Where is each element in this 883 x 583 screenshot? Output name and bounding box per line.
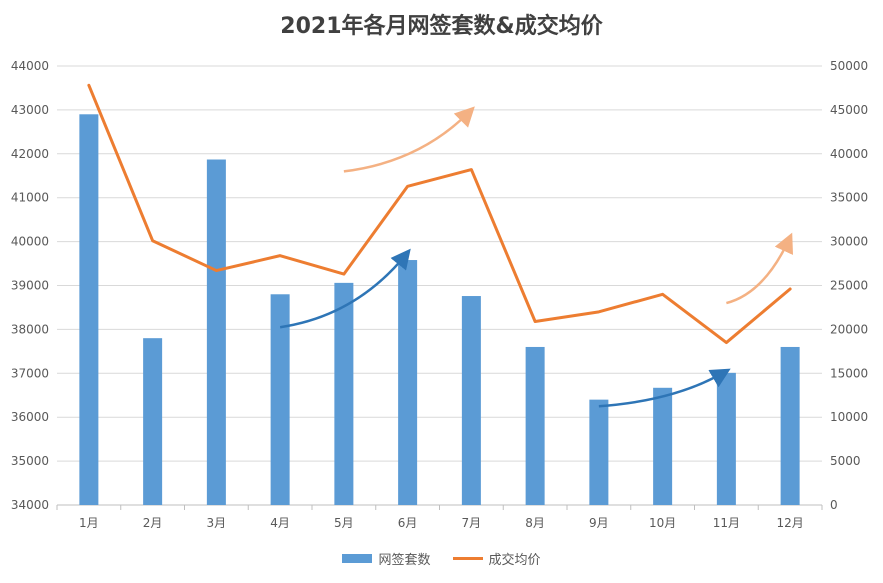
- right-tick-label: 30000: [830, 235, 868, 249]
- right-tick-label: 10000: [830, 410, 868, 424]
- chart-title: 2021年各月网签套数&成交均价: [280, 14, 603, 39]
- bar: [206, 159, 226, 505]
- left-tick-label: 43000: [11, 103, 49, 117]
- line-layer: [87, 83, 792, 345]
- right-tick-label: 35000: [830, 191, 868, 205]
- bar: [525, 346, 545, 505]
- left-tick-label: 35000: [11, 454, 49, 468]
- grid-layer: [56, 65, 823, 510]
- ticks-layer: 34000 35000 36000 37000 38000 39000 40000 41000…: [11, 59, 868, 530]
- right-tick-label: 45000: [830, 103, 868, 117]
- right-tick-label: 15000: [830, 366, 868, 380]
- trend-arrow: [279, 248, 411, 329]
- x-tick-label: 10月: [649, 516, 676, 530]
- bar: [589, 399, 609, 505]
- bar: [143, 338, 163, 505]
- legend-label-line: 成交均价: [488, 553, 541, 568]
- left-tick-label: 41000: [11, 191, 49, 205]
- right-tick-label: 20000: [830, 322, 868, 336]
- trend-arrow: [343, 106, 475, 173]
- x-tick-label: 2月: [143, 516, 163, 530]
- x-tick-label: 9月: [589, 516, 609, 530]
- x-tick-label: 5月: [334, 516, 354, 530]
- trend-arrow: [598, 368, 731, 408]
- x-tick-label: 3月: [207, 516, 227, 530]
- right-tick-label: 40000: [830, 147, 868, 161]
- left-tick-label: 34000: [11, 498, 49, 512]
- bar: [461, 296, 481, 505]
- bar: [653, 387, 673, 505]
- legend-item-line[interactable]: 成交均价: [452, 549, 541, 568]
- left-tick-label: 40000: [11, 235, 49, 249]
- price-line: [87, 83, 792, 345]
- right-tick-label: 0: [830, 498, 838, 512]
- bar: [270, 294, 290, 505]
- left-tick-label: 36000: [11, 410, 49, 424]
- left-tick-label: 44000: [11, 59, 49, 73]
- arrows-layer: [279, 106, 794, 408]
- x-tick-label: 12月: [776, 516, 803, 530]
- right-tick-label: 5000: [830, 454, 861, 468]
- left-tick-label: 39000: [11, 279, 49, 293]
- right-tick-label: 25000: [830, 279, 868, 293]
- legend-label-bars: 网签套数: [378, 553, 431, 568]
- legend: 网签套数 成交均价: [0, 549, 883, 568]
- left-tick-label: 37000: [11, 366, 49, 380]
- left-tick-label: 38000: [11, 322, 49, 336]
- legend-swatch-line: [452, 557, 483, 560]
- x-tick-label: 7月: [462, 516, 482, 530]
- x-tick-label: 8月: [525, 516, 545, 530]
- legend-item-bars[interactable]: 网签套数: [342, 549, 431, 568]
- bar: [334, 282, 354, 505]
- right-tick-label: 50000: [830, 59, 868, 73]
- left-tick-label: 42000: [11, 147, 49, 161]
- trend-arrow: [726, 232, 794, 305]
- bar: [780, 346, 800, 505]
- bar: [398, 260, 418, 505]
- bar: [716, 372, 736, 505]
- x-tick-label: 4月: [270, 516, 290, 530]
- x-tick-label: 1月: [79, 516, 99, 530]
- bar: [79, 114, 99, 505]
- x-tick-label: 11月: [713, 516, 740, 530]
- legend-swatch-bars: [342, 554, 373, 563]
- x-tick-label: 6月: [398, 516, 418, 530]
- bars-layer: [79, 114, 800, 505]
